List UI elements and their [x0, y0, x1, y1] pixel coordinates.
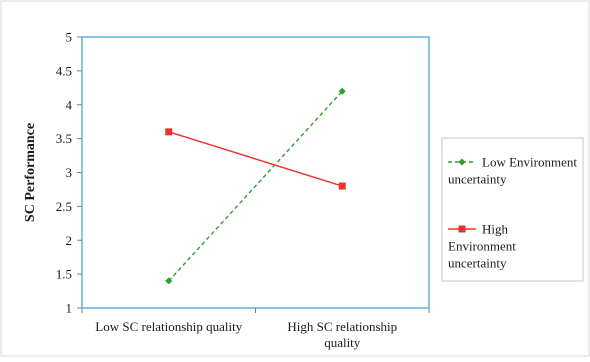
series-line: [168, 90, 343, 282]
y-tick-label: 2: [66, 233, 73, 248]
legend: Low Environment uncertainty High Environmen…: [441, 137, 584, 282]
data-point: [165, 128, 173, 136]
plot-area: [81, 36, 430, 309]
y-tick-label: 4.5: [56, 63, 72, 78]
legend-label: Low Environment uncertainty: [448, 155, 577, 187]
y-axis: 1 1.5 2 2.5 3 3.5 4 4.5 5: [56, 30, 82, 316]
x-tick-label: Low SC relationship quality: [95, 319, 242, 334]
legend-entry: Low Environment uncertainty: [448, 155, 577, 187]
y-tick-label: 3.5: [56, 131, 72, 146]
y-tick-label: 3: [66, 165, 73, 180]
y-tick-label: 1.5: [56, 267, 72, 282]
y-axis-label: SC Performance: [23, 123, 38, 222]
series-layer: [165, 87, 346, 285]
legend-marker: [458, 225, 466, 233]
data-point: [338, 182, 346, 190]
y-tick-label: 5: [66, 30, 73, 45]
y-tick-label: 2.5: [56, 199, 72, 214]
legend-label: High Environment uncertainty: [448, 222, 516, 271]
y-tick-label: 4: [66, 97, 73, 112]
data-point: [338, 87, 346, 95]
legend-entry: High Environment uncertainty: [448, 222, 516, 271]
y-tick-label: 1: [66, 301, 73, 316]
x-tick-label: High SC relationship quality: [287, 319, 397, 350]
series-line: [168, 131, 343, 187]
legend-marker: [458, 158, 466, 166]
x-axis: Low SC relationship quality High SC relat…: [81, 308, 430, 350]
data-point: [165, 277, 173, 285]
